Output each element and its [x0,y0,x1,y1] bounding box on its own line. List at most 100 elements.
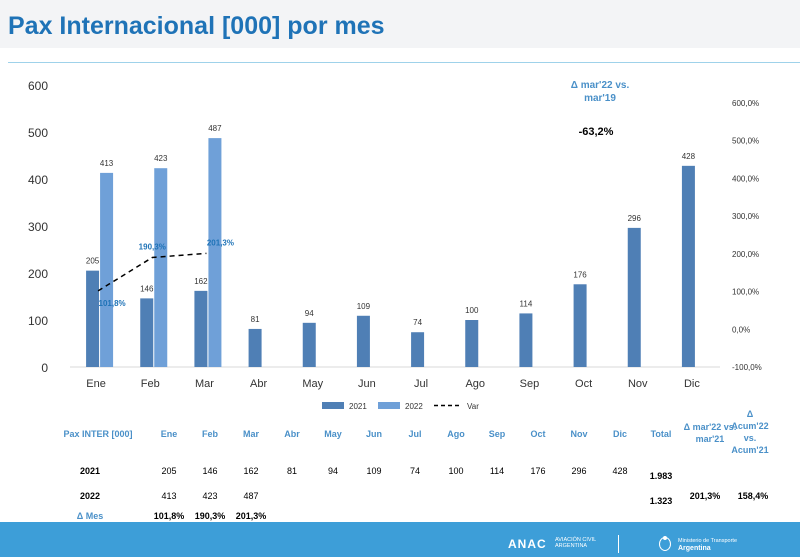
x-tick-label: May [302,378,323,390]
var-point-label: 201,3% [207,238,234,247]
table-row-label: 2022 [79,491,101,501]
table-cell: 81 [286,466,297,476]
y2-tick-label: -100,0% [732,363,762,372]
bar-value-label: 81 [251,315,260,324]
bar-value-label: 114 [520,299,533,308]
bar-value-label: 296 [628,214,642,223]
bar-2022-feb [154,168,168,367]
y2-tick-label: 200,0% [732,250,759,259]
var-point-label: 190,3% [139,243,166,252]
y-tick-label: 500 [28,126,48,140]
table-header-month: Sep [488,429,506,439]
ministry-label: Ministerio de Transporte Argentina [678,538,737,553]
bar-value-label: 487 [208,124,222,133]
bar-2021-ago [465,320,479,367]
table-cell: 162 [243,466,259,476]
table-cell: 487 [243,491,259,501]
x-tick-label: Oct [575,378,592,390]
table-cell: 423 [202,491,218,501]
table-cell: 109 [366,466,382,476]
bar-2021-oct [573,284,587,367]
y2-tick-label: 600,0% [732,99,759,108]
table-delta-acum-value: 158,4% [737,491,769,501]
bar-2021-jul [411,332,425,367]
secondary-y-axis-ticks: -100,0% 0,0% 100,0% 200,0% 300,0% 400,0% 500,0… [732,99,762,372]
y-tick-label: 300 [28,220,48,234]
bar-2021-abr [248,328,262,367]
bar-2021-nov [627,227,641,367]
table-header-month: Mar [242,429,259,439]
table-cell: 146 [202,466,218,476]
table-cell: 296 [571,466,587,476]
bar-2021-jun [356,315,370,367]
legend-label-var: Var [467,402,479,411]
legend: 2021 2022 Var [322,402,479,411]
table-header-month: Abr [284,429,300,439]
y2-tick-label: 0,0% [732,325,750,334]
y2-tick-label: 400,0% [732,174,759,183]
table-header-month: May [324,429,342,439]
x-tick-label: Jun [358,378,376,390]
legend-swatch-2022 [378,402,400,409]
title-divider [8,62,800,63]
header-band [0,0,800,48]
bar-2022-mar [208,138,222,367]
national-seal-icon [659,536,671,551]
table-row-total: 1.323 [649,496,673,506]
legend-label-2022: 2022 [405,402,423,411]
table-delta-yoy-value: 201,3% [689,491,721,501]
table-cell: 428 [612,466,628,476]
x-tick-label: Ago [465,378,485,390]
x-tick-label: Dic [684,378,700,390]
annotation-label: Δ mar'22 vs. [571,80,630,91]
table-header-month: Oct [530,429,546,439]
bar-2021-ene [86,270,100,367]
bar-value-label: 176 [573,270,587,279]
x-tick-label: Sep [520,378,540,390]
table-cell: 205 [161,466,177,476]
table-cell: 94 [327,466,338,476]
table-header-month: Dic [612,429,627,439]
table-header-month: Jun [365,429,382,439]
var-point-label: 101,8% [99,299,126,308]
bar-value-label: 162 [194,277,208,286]
logo-divider [618,535,619,553]
annotation-value: -63,2% [579,126,614,138]
table-cell: 114 [489,466,505,476]
bar-value-label: 109 [357,302,371,311]
table-header-total: Total [650,429,672,439]
y-tick-label: 100 [28,314,48,328]
bar-value-label: 94 [305,309,314,318]
anac-logo: ANAC [508,537,547,551]
table-header-month: Ago [447,429,465,439]
bar-value-label: 100 [465,306,479,315]
bar-line-chart: 0 100 200 300 400 500 600 -100,0% 0,0% 100,0% 200… [28,79,762,411]
table-row-label: 2021 [79,466,101,476]
bar-2021-sep [519,313,533,367]
table-cell: 100 [448,466,464,476]
table-row-label: Δ Mes [76,511,104,521]
bar-value-labels: 205 146 162 81 94 109 74 100 114 176 296 428 413 423 4… [86,124,696,327]
bar-2022-ene [100,172,114,367]
table-cell: 74 [409,466,420,476]
x-tick-label: Ene [86,378,106,390]
bar-value-label: 74 [413,318,422,327]
table-cell: 201,3% [235,511,267,521]
table-cell: 190,3% [194,511,226,521]
anac-logo-subtitle: AVIACIÓN CIVIL ARGENTINA [555,537,596,549]
y2-tick-label: 100,0% [732,288,759,297]
y-tick-label: 400 [28,173,48,187]
bars [86,138,695,367]
table-row-total: 1.983 [649,471,673,481]
var-line-path [97,252,207,292]
ministry-line1: Ministerio de Transporte [678,538,737,544]
y2-tick-label: 300,0% [732,212,759,221]
bar-value-label: 428 [682,152,696,161]
bar-2021-mar [194,290,208,367]
table-cell: 413 [161,491,177,501]
bar-2021-dic [681,165,695,367]
bar-value-label: 146 [140,284,154,293]
y-tick-label: 200 [28,267,48,281]
ministry-line2: Argentina [678,545,711,552]
table-cell: 176 [530,466,546,476]
